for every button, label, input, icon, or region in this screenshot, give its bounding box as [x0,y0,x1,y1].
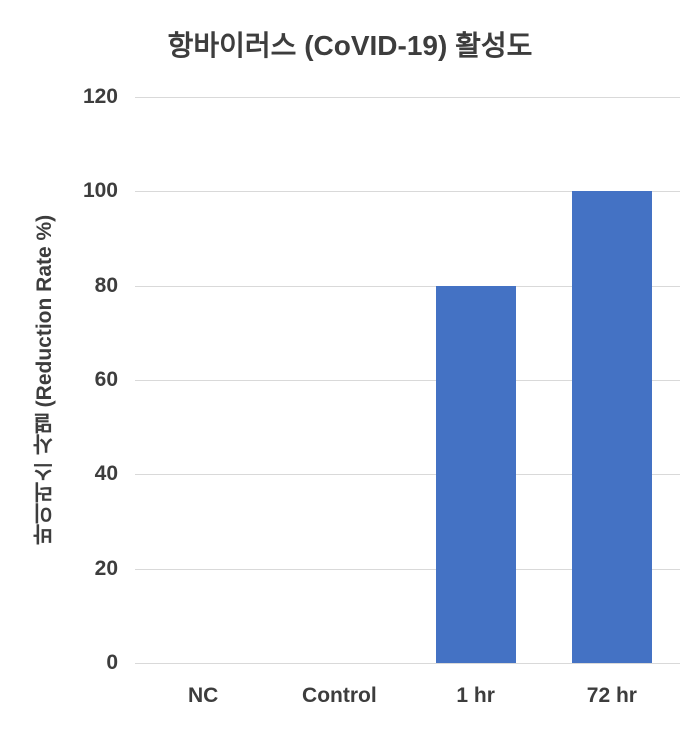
y-tick-label: 40 [94,462,118,486]
y-tick-label: 60 [94,368,118,391]
gridline [135,380,680,381]
y-tick-label: 120 [82,85,118,108]
chart-title: 항바이러스 (CoVID-19) 활성도 [167,30,533,61]
gridline [135,97,680,98]
bar-1-hr [435,285,516,663]
x-tick-label: 72 hr [586,684,637,707]
plot-area [135,97,680,664]
x-tick-label: Control [302,684,377,707]
gridline [135,285,680,287]
gridline [135,191,680,193]
gridline [135,568,680,570]
gridline [135,474,680,476]
y-tick-label: 20 [94,556,118,580]
x-tick-label: 1 hr [456,684,495,707]
bar-72-hr [571,191,652,663]
x-tick-label: NC [187,684,219,707]
gridline [135,663,680,664]
y-tick-label: 0 [106,651,118,674]
y-tick-label: 80 [94,273,118,297]
y-tick-label: 100 [82,179,118,203]
